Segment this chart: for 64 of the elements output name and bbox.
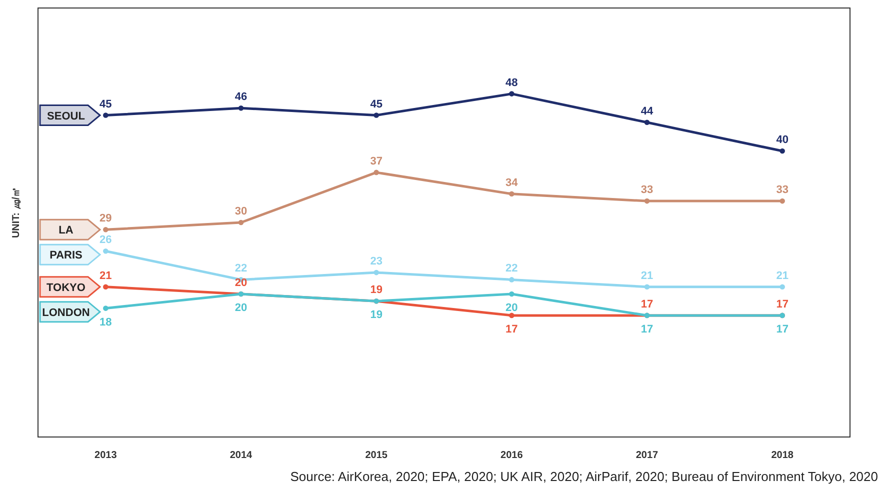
data-label: 45 bbox=[100, 98, 112, 110]
data-label: 30 bbox=[234, 206, 248, 218]
series-label: TOKYO bbox=[46, 282, 86, 294]
data-label: 22 bbox=[234, 262, 248, 275]
data-label: 17 bbox=[640, 323, 654, 336]
point bbox=[509, 277, 514, 282]
x-tick-label: 2014 bbox=[230, 450, 253, 461]
data-label: 20 bbox=[234, 277, 248, 289]
data-label: 46 bbox=[234, 91, 248, 104]
data-label: 33 bbox=[776, 184, 788, 196]
x-tick-label: 2017 bbox=[636, 450, 659, 461]
data-label: 17 bbox=[776, 298, 788, 310]
data-label: 29 bbox=[100, 212, 112, 225]
point bbox=[238, 105, 244, 111]
data-label: 45 bbox=[370, 98, 382, 110]
point bbox=[780, 148, 785, 154]
data-label: 19 bbox=[370, 284, 382, 296]
series-label: SEOUL bbox=[47, 110, 86, 122]
point bbox=[103, 227, 108, 232]
data-label: 17 bbox=[506, 323, 518, 336]
data-label: 34 bbox=[506, 176, 519, 189]
series-label: PARIS bbox=[50, 250, 82, 262]
data-label: 19 bbox=[370, 309, 382, 322]
point bbox=[644, 198, 650, 204]
data-label: 37 bbox=[370, 155, 382, 168]
point bbox=[103, 284, 108, 290]
data-label: 20 bbox=[234, 302, 248, 314]
series-label: LONDON bbox=[42, 306, 90, 319]
x-tick-label: 2016 bbox=[500, 450, 524, 461]
data-label: 44 bbox=[640, 105, 654, 118]
data-label: 22 bbox=[506, 262, 518, 275]
point bbox=[509, 191, 514, 197]
data-label: 21 bbox=[640, 270, 654, 282]
point bbox=[374, 170, 379, 176]
data-label: 20 bbox=[506, 302, 518, 314]
point bbox=[509, 312, 514, 318]
data-label: 17 bbox=[776, 323, 788, 336]
source-note: Source: AirKorea, 2020; EPA, 2020; UK AIR, 2020; AirParif, 2020; Bureau of Environment Tokyo, 2020 bbox=[290, 469, 878, 484]
data-label: 26 bbox=[100, 234, 112, 246]
point bbox=[238, 220, 244, 226]
data-label: 21 bbox=[100, 270, 112, 282]
x-tick-label: 2018 bbox=[771, 450, 794, 461]
point bbox=[780, 284, 785, 290]
data-label: 21 bbox=[776, 270, 788, 282]
point bbox=[374, 270, 379, 276]
point bbox=[644, 284, 650, 290]
data-label: 23 bbox=[370, 256, 382, 268]
y-axis-title: UNIT: ㎍/㎥ bbox=[11, 186, 22, 238]
data-label: 18 bbox=[100, 316, 112, 328]
text: LA bbox=[58, 224, 74, 237]
point bbox=[103, 306, 108, 311]
data-label: 40 bbox=[776, 134, 788, 146]
point bbox=[644, 120, 650, 126]
point bbox=[103, 248, 108, 254]
point bbox=[103, 112, 108, 118]
point bbox=[509, 91, 514, 96]
data-label: 33 bbox=[640, 184, 654, 196]
point bbox=[509, 291, 514, 297]
point bbox=[374, 112, 379, 118]
data-label: 17 bbox=[640, 298, 654, 310]
x-tick-label: 2015 bbox=[365, 450, 388, 461]
point bbox=[780, 198, 785, 204]
data-label: 48 bbox=[506, 76, 518, 89]
x-tick-label: 2013 bbox=[94, 450, 118, 461]
